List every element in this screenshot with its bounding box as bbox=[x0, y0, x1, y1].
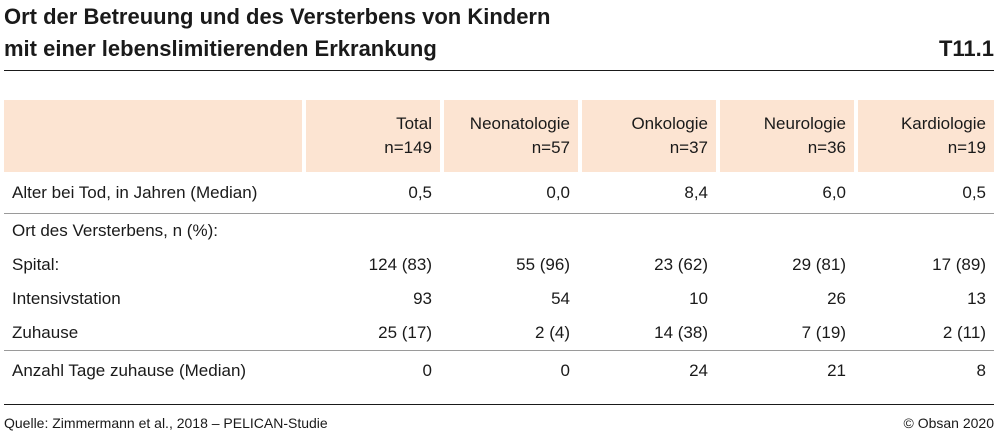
row-label: Anzahl Tage zuhause (Median) bbox=[12, 361, 247, 380]
table-row-alter: Alter bei Tod, in Jahren (Median) 0,5 0,… bbox=[4, 172, 994, 214]
table-cell: 8 bbox=[976, 361, 986, 380]
table-cell: 14 (38) bbox=[582, 316, 716, 351]
row-label: Zuhause bbox=[4, 316, 302, 351]
table-cell: 93 bbox=[413, 289, 432, 308]
column-name: Kardiologie bbox=[900, 114, 986, 133]
column-n: n=19 bbox=[947, 138, 986, 157]
table-cell: 21 bbox=[827, 361, 846, 380]
table-cell: 0 bbox=[560, 361, 570, 380]
table-row-tage-zuhause: Anzahl Tage zuhause (Median) 0 0 24 21 8 bbox=[4, 351, 994, 391]
row-label: Spital: bbox=[12, 255, 60, 274]
column-name: Neurologie bbox=[763, 114, 846, 133]
table-row-intensivstation: Intensivstation 93 54 10 26 13 bbox=[4, 282, 994, 316]
copyright-note: © Obsan 2020 bbox=[903, 415, 995, 431]
column-n: n=36 bbox=[807, 138, 846, 157]
title-divider bbox=[4, 70, 994, 71]
row-label: Intensivstation bbox=[12, 289, 121, 308]
data-table: Total n=149 Neonatologie n=57 Onkologie … bbox=[4, 100, 994, 391]
table-cell: 55 (96) bbox=[516, 255, 570, 274]
table-row-ort-heading: Ort des Versterbens, n (%): bbox=[4, 214, 994, 248]
column-name: Onkologie bbox=[631, 114, 708, 133]
column-header-neurologie: Neurologie n=36 bbox=[720, 100, 854, 172]
table-cell: 24 bbox=[689, 361, 708, 380]
row-label: Alter bei Tod, in Jahren (Median) bbox=[4, 172, 302, 214]
table-cell: 26 bbox=[827, 289, 846, 308]
table-row-spital: Spital: 124 (83) 55 (96) 23 (62) 29 (81)… bbox=[4, 248, 994, 282]
table-cell: 124 (83) bbox=[368, 255, 432, 274]
table-cell: 0,5 bbox=[306, 172, 440, 214]
table-cell: 8,4 bbox=[582, 172, 716, 214]
source-note: Quelle: Zimmermann et al., 2018 – PELICA… bbox=[4, 415, 328, 431]
table-cell: 0,5 bbox=[858, 172, 994, 214]
row-label: Ort des Versterbens, n (%): bbox=[12, 221, 218, 240]
column-name: Total bbox=[396, 114, 432, 133]
table-title-line-2: mit einer lebenslimitierenden Erkrankung bbox=[4, 36, 437, 61]
table-title-line-1: Ort der Betreuung und des Versterbens vo… bbox=[4, 4, 551, 29]
table-cell: 0 bbox=[422, 361, 432, 380]
column-header-total: Total n=149 bbox=[306, 100, 440, 172]
table-cell: 0,0 bbox=[444, 172, 578, 214]
table-cell: 17 (89) bbox=[932, 255, 986, 274]
column-header-neonatologie: Neonatologie n=57 bbox=[444, 100, 578, 172]
table-cell: 7 (19) bbox=[720, 316, 854, 351]
table-cell: 54 bbox=[551, 289, 570, 308]
column-n: n=57 bbox=[531, 138, 570, 157]
column-name: Neonatologie bbox=[469, 114, 570, 133]
table-cell: 23 (62) bbox=[654, 255, 708, 274]
table-cell: 6,0 bbox=[720, 172, 854, 214]
table-number: T11.1 bbox=[938, 36, 994, 61]
header-empty-cell bbox=[4, 100, 302, 172]
footer-divider bbox=[4, 404, 994, 405]
table-row-zuhause: Zuhause 25 (17) 2 (4) 14 (38) 7 (19) 2 (… bbox=[4, 316, 994, 351]
column-header-kardiologie: Kardiologie n=19 bbox=[858, 100, 994, 172]
table-cell: 13 bbox=[967, 289, 986, 308]
column-header-onkologie: Onkologie n=37 bbox=[582, 100, 716, 172]
table-cell: 25 (17) bbox=[306, 316, 440, 351]
column-n: n=37 bbox=[669, 138, 708, 157]
header-row: Total n=149 Neonatologie n=57 Onkologie … bbox=[4, 100, 994, 172]
column-n: n=149 bbox=[384, 138, 432, 157]
table-cell: 2 (11) bbox=[858, 316, 994, 351]
table-cell: 10 bbox=[689, 289, 708, 308]
table-cell: 29 (81) bbox=[792, 255, 846, 274]
table-cell: 2 (4) bbox=[444, 316, 578, 351]
